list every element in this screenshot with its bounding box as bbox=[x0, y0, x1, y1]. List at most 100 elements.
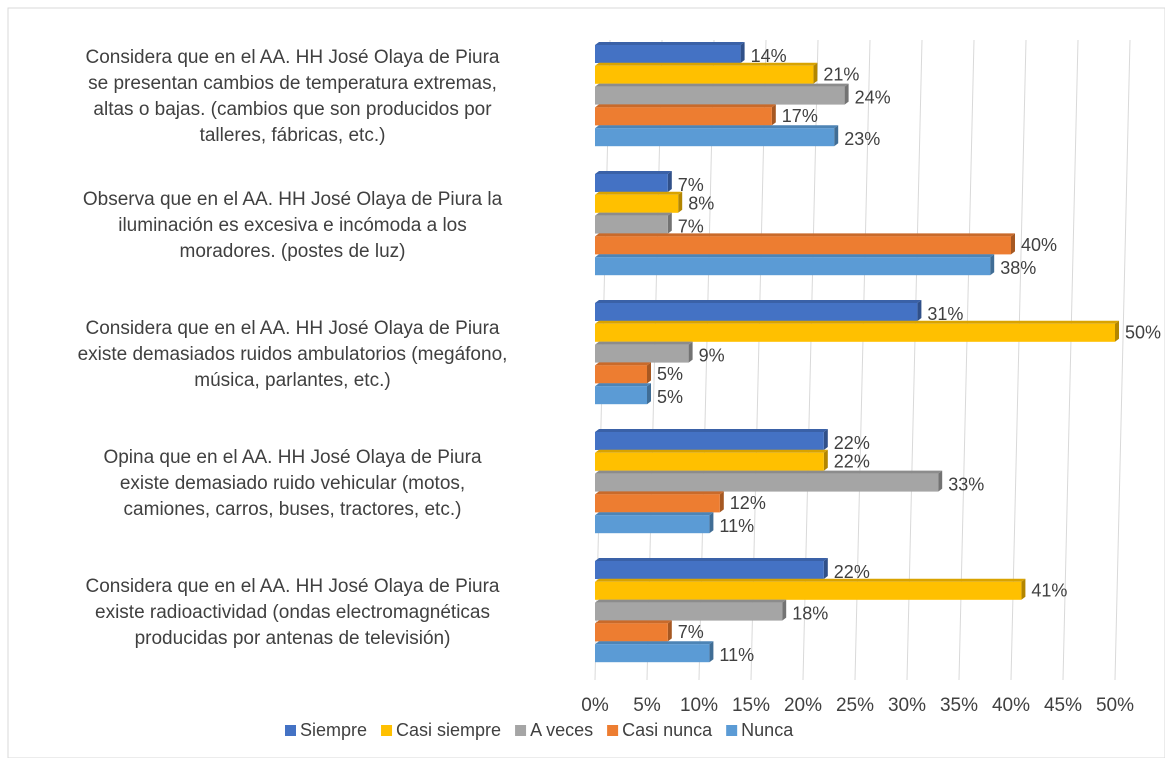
bar-top bbox=[595, 62, 818, 66]
bar bbox=[595, 602, 783, 621]
value-label: 22% bbox=[834, 433, 870, 453]
x-tick-label: 35% bbox=[940, 695, 978, 716]
bar-top bbox=[595, 254, 995, 258]
value-label: 17% bbox=[782, 106, 818, 126]
legend-label: Siempre bbox=[300, 720, 367, 740]
bar bbox=[595, 452, 824, 471]
value-label: 9% bbox=[699, 345, 725, 365]
x-tick-label: 30% bbox=[888, 695, 926, 716]
bar-side bbox=[834, 125, 839, 147]
category-label: Considera que en el AA. HH José Olaya de… bbox=[85, 576, 500, 649]
value-label: 18% bbox=[792, 603, 828, 623]
x-tick-label: 45% bbox=[1044, 695, 1082, 716]
x-tick-label: 15% bbox=[732, 695, 770, 716]
bar-top bbox=[595, 429, 828, 432]
bar bbox=[595, 623, 668, 642]
legend-swatch bbox=[285, 725, 296, 736]
bar bbox=[595, 215, 668, 234]
bar bbox=[595, 128, 835, 147]
value-label: 22% bbox=[834, 562, 870, 582]
legend-swatch bbox=[381, 725, 393, 736]
bar bbox=[595, 65, 814, 84]
bar bbox=[595, 323, 1115, 342]
bar bbox=[595, 494, 720, 513]
bar-side bbox=[688, 341, 693, 363]
value-label: 7% bbox=[678, 216, 704, 236]
category-label: Considera que en el AA. HH José Olaya de… bbox=[85, 47, 500, 146]
bar-top bbox=[595, 320, 1119, 324]
x-tick-label: 10% bbox=[680, 695, 718, 716]
bar-top bbox=[595, 83, 849, 87]
bar-top bbox=[595, 171, 672, 174]
legend-swatch bbox=[726, 725, 738, 736]
value-label: 7% bbox=[678, 622, 704, 642]
bar-top bbox=[595, 578, 1026, 582]
bar-side bbox=[678, 191, 683, 213]
bar-top bbox=[595, 599, 787, 603]
bar-side bbox=[844, 83, 849, 105]
bar-top bbox=[595, 341, 693, 345]
bar bbox=[595, 45, 741, 63]
bar bbox=[595, 561, 824, 579]
value-label: 21% bbox=[823, 65, 859, 85]
bar bbox=[595, 174, 668, 192]
bar bbox=[595, 432, 824, 450]
grid-line bbox=[958, 39, 975, 681]
bar bbox=[595, 644, 710, 663]
bar-top bbox=[595, 104, 776, 108]
bar-side bbox=[917, 300, 922, 321]
bar-side bbox=[813, 62, 818, 84]
bar-side bbox=[709, 512, 714, 534]
bar-side bbox=[647, 362, 651, 384]
bar-top bbox=[595, 641, 714, 645]
category-label: Observa que en el AA. HH José Olaya de P… bbox=[82, 189, 503, 262]
bar-top bbox=[595, 558, 828, 561]
bar bbox=[595, 107, 772, 126]
bar-top bbox=[595, 300, 922, 303]
bar-side bbox=[938, 470, 943, 492]
legend-label: A veces bbox=[530, 720, 593, 740]
bar-top bbox=[595, 42, 745, 45]
grid-line bbox=[906, 39, 923, 681]
bar-side bbox=[771, 104, 776, 126]
category-label: Considera que en el AA. HH José Olaya de… bbox=[77, 318, 508, 391]
bar bbox=[595, 473, 939, 492]
legend-swatch bbox=[515, 725, 527, 736]
bar-top bbox=[595, 233, 1015, 237]
bar-top bbox=[595, 383, 651, 387]
value-label: 24% bbox=[855, 87, 891, 107]
bar-side bbox=[823, 429, 828, 450]
bar bbox=[595, 194, 679, 213]
x-tick-label: 20% bbox=[784, 695, 822, 716]
x-tick-label: 5% bbox=[633, 695, 661, 716]
bar bbox=[595, 86, 845, 105]
value-label: 41% bbox=[1031, 581, 1067, 601]
value-label: 38% bbox=[1000, 258, 1036, 278]
value-label: 40% bbox=[1021, 235, 1057, 255]
x-tick-label: 50% bbox=[1096, 695, 1134, 716]
legend-label: Nunca bbox=[741, 720, 794, 740]
bar bbox=[595, 386, 647, 405]
legend-label: Casi nunca bbox=[622, 720, 713, 740]
value-label: 31% bbox=[927, 304, 963, 324]
bar-side bbox=[667, 212, 672, 234]
bar-side bbox=[667, 171, 672, 192]
legend-swatch bbox=[607, 725, 619, 736]
bar-side bbox=[719, 491, 724, 513]
value-label: 5% bbox=[657, 364, 683, 384]
bar bbox=[595, 303, 918, 321]
category-label: Opina que en el AA. HH José Olaya de Piu… bbox=[103, 447, 482, 520]
bar-top bbox=[595, 362, 651, 366]
bar-side bbox=[1115, 320, 1119, 342]
value-label: 11% bbox=[719, 645, 754, 665]
bar-top bbox=[595, 125, 839, 129]
bar-side bbox=[1011, 233, 1015, 255]
bar-side bbox=[990, 254, 995, 276]
grid-line bbox=[1010, 39, 1027, 681]
bar-top bbox=[595, 491, 724, 495]
bar-side bbox=[647, 383, 651, 405]
bar bbox=[595, 344, 689, 363]
grid-line bbox=[854, 39, 871, 681]
